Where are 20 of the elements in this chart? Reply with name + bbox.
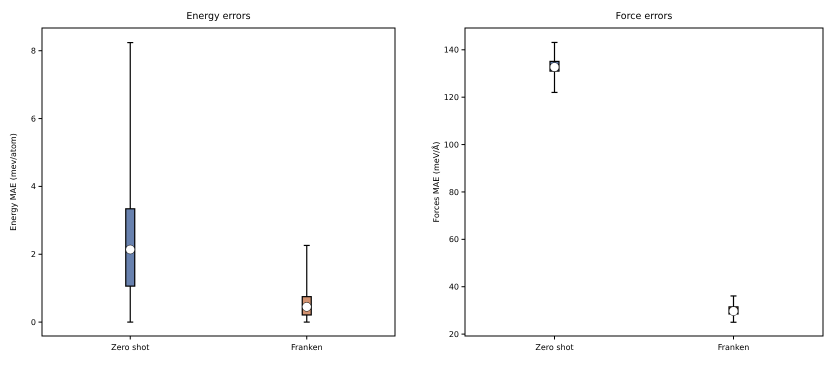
x-tick-label: Zero shot [111, 343, 150, 352]
y-tick-label: 140 [444, 46, 459, 55]
chart-title: Force errors [616, 11, 672, 22]
y-tick-label: 40 [448, 282, 459, 292]
x-tick-label: Franken [290, 343, 323, 352]
y-tick-label: 80 [448, 188, 459, 197]
chart-title: Energy errors [186, 11, 251, 22]
y-tick-label: 4 [30, 182, 36, 192]
x-tick-label: Franken [718, 343, 750, 352]
y-tick-label: 0 [30, 318, 36, 327]
y-tick-label: 120 [444, 92, 459, 102]
y-tick-label: 20 [448, 330, 459, 339]
y-tick-label: 2 [30, 250, 36, 260]
y-tick-label: 60 [448, 235, 459, 244]
y-axis-title: Energy MAE (mev/atom) [9, 133, 18, 231]
y-tick-label: 6 [30, 114, 36, 124]
y-tick-label: 8 [30, 46, 36, 56]
y-tick-label: 100 [444, 140, 459, 150]
x-tick-label: Zero shot [535, 343, 574, 352]
y-axis-title: Forces MAE (meV/Å) [431, 142, 441, 222]
